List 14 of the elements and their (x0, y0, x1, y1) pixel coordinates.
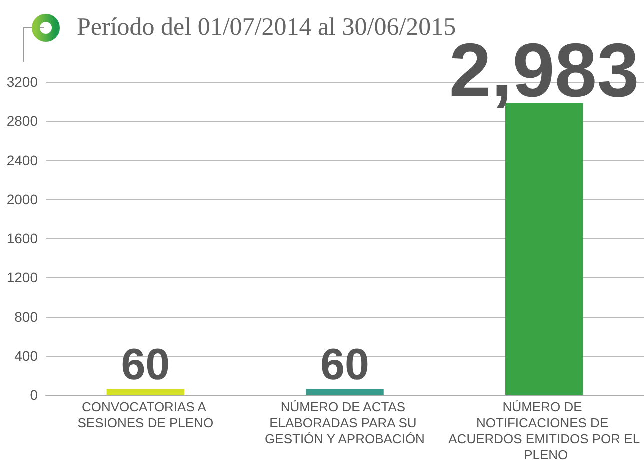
y-tick-label: 0 (30, 387, 38, 403)
y-tick-label: 400 (14, 348, 38, 364)
y-tick-label: 3200 (6, 74, 38, 90)
y-tick-label: 1600 (6, 230, 38, 246)
x-tick-label: CONVOCATORIAS A SESIONES DE PLENO (78, 400, 214, 430)
x-tick-label: NÚMERO DE ACTAS ELABORADAS PARA SU GESTIÓN Y APROBACIÓN (265, 400, 425, 446)
y-tick-label: 800 (14, 308, 38, 325)
data-label: 60 (320, 340, 370, 390)
y-tick-label: 2800 (6, 113, 38, 130)
y-tick-label: 1200 (6, 270, 38, 286)
data-label: 60 (121, 340, 170, 390)
y-tick-label: 2000 (6, 191, 38, 208)
x-tick-label: NÚMERO DE NOTIFICACIONES DE ACUERDOS EMITIDOS POR EL PLENO (448, 400, 640, 462)
y-tick-label: 2400 (6, 152, 38, 168)
